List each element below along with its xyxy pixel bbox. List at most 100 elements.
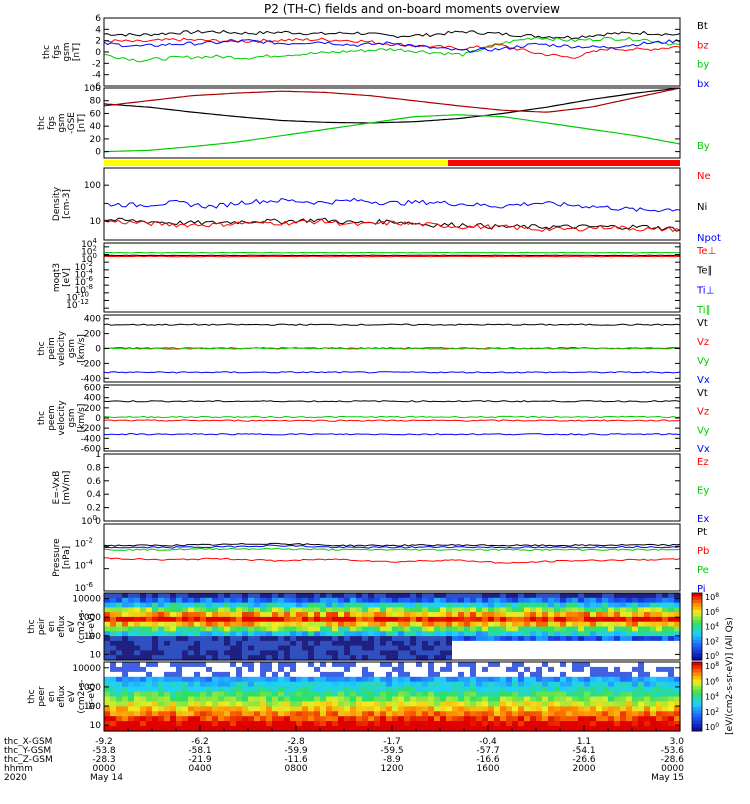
heatmap-cell <box>350 686 357 693</box>
heatmap-cell <box>188 686 195 693</box>
heatmap-cell <box>488 636 495 642</box>
heatmap-cell <box>308 686 315 693</box>
heatmap-cell <box>638 640 645 647</box>
heatmap-cell <box>200 681 207 688</box>
heatmap-cell <box>650 686 657 693</box>
mode-bar <box>104 160 680 166</box>
heatmap-cell <box>308 640 315 647</box>
heatmap-cell <box>422 711 429 717</box>
heatmap-cell <box>554 593 561 599</box>
legend-entry: Ti⊥ <box>696 285 714 296</box>
heatmap-cell <box>386 662 393 668</box>
heatmap-cell <box>470 721 477 727</box>
heatmap-cell <box>362 597 369 604</box>
heatmap-cell <box>482 686 489 693</box>
heatmap-cell <box>506 607 513 613</box>
heatmap-cell <box>386 666 393 673</box>
heatmap-cell <box>464 597 471 604</box>
heatmap-cell <box>644 655 651 661</box>
heatmap-cell <box>458 696 465 702</box>
heatmap-cell <box>116 616 123 623</box>
heatmap-cell <box>110 593 117 599</box>
heatmap-cell <box>104 681 111 688</box>
heatmap-cell <box>398 676 405 683</box>
heatmap-cell <box>206 686 213 693</box>
heatmap-cell <box>488 681 495 688</box>
heatmap-cell <box>548 686 555 693</box>
heatmap-cell <box>506 706 513 712</box>
heatmap-cell <box>428 655 435 661</box>
heatmap-cell <box>200 662 207 668</box>
heatmap-cell <box>440 686 447 693</box>
heatmap-cell <box>464 691 471 698</box>
heatmap-cell <box>338 650 345 656</box>
heatmap-cell <box>206 593 213 599</box>
heatmap-cell <box>584 636 591 642</box>
heatmap-cell <box>212 645 219 651</box>
heatmap-cell <box>116 662 123 668</box>
heatmap-cell <box>566 691 573 698</box>
heatmap-cell <box>398 671 405 678</box>
heatmap-cell <box>254 593 261 599</box>
heatmap-cell <box>152 616 159 623</box>
heatmap-cell <box>518 666 525 673</box>
heatmap-cell <box>218 607 225 613</box>
heatmap-cell <box>602 602 609 608</box>
heatmap-cell <box>674 607 681 613</box>
heatmap-cell <box>200 666 207 673</box>
heatmap-cell <box>596 636 603 642</box>
heatmap-cell <box>122 711 129 717</box>
heatmap-cell <box>560 681 567 688</box>
heatmap-cell <box>458 607 465 613</box>
heatmap-cell <box>260 650 267 656</box>
heatmap-cell <box>314 706 321 712</box>
heatmap-cell <box>170 607 177 613</box>
heatmap-cell <box>314 666 321 673</box>
heatmap-cell <box>596 602 603 608</box>
heatmap-cell <box>278 681 285 688</box>
heatmap-cell <box>188 626 195 632</box>
heatmap-cell <box>134 607 141 613</box>
heatmap-cell <box>602 701 609 707</box>
heatmap-cell <box>608 640 615 647</box>
heatmap-cell <box>206 662 213 668</box>
heatmap-cell <box>362 711 369 717</box>
heatmap-cell <box>170 726 177 732</box>
heatmap-cell <box>254 701 261 707</box>
legend-entry: Ex <box>697 514 709 525</box>
heatmap-cell <box>260 706 267 712</box>
heatmap-cell <box>122 597 129 604</box>
heatmap-cell <box>446 671 453 678</box>
heatmap-cell <box>488 650 495 656</box>
heatmap-cell <box>242 681 249 688</box>
heatmap-cell <box>524 621 531 628</box>
heatmap-cell <box>422 636 429 642</box>
heatmap-cell <box>128 706 135 712</box>
heatmap-cell <box>116 696 123 702</box>
heatmap-cell <box>146 711 153 717</box>
heatmap-cell <box>578 662 585 668</box>
heatmap-cell <box>326 602 333 608</box>
heatmap-cell <box>332 671 339 678</box>
heatmap-cell <box>272 616 279 623</box>
heatmap-cell <box>674 701 681 707</box>
heatmap-cell <box>242 701 249 707</box>
heatmap-cell <box>368 607 375 613</box>
y-axis-label: [km/s] <box>77 404 87 433</box>
heatmap-cell <box>278 711 285 717</box>
heatmap-cell <box>152 686 159 693</box>
heatmap-cell <box>440 726 447 732</box>
heatmap-cell <box>386 701 393 707</box>
heatmap-cell <box>440 701 447 707</box>
heatmap-cell <box>350 607 357 613</box>
heatmap-cell <box>344 602 351 608</box>
heatmap-cell <box>398 645 405 651</box>
heatmap-cell <box>182 655 189 661</box>
heatmap-cell <box>122 681 129 688</box>
series-Pi-line <box>103 544 681 549</box>
heatmap-cell <box>260 676 267 683</box>
heatmap-cell <box>590 640 597 647</box>
heatmap-cell <box>260 716 267 722</box>
heatmap-cell <box>182 662 189 668</box>
heatmap-cell <box>494 612 501 618</box>
